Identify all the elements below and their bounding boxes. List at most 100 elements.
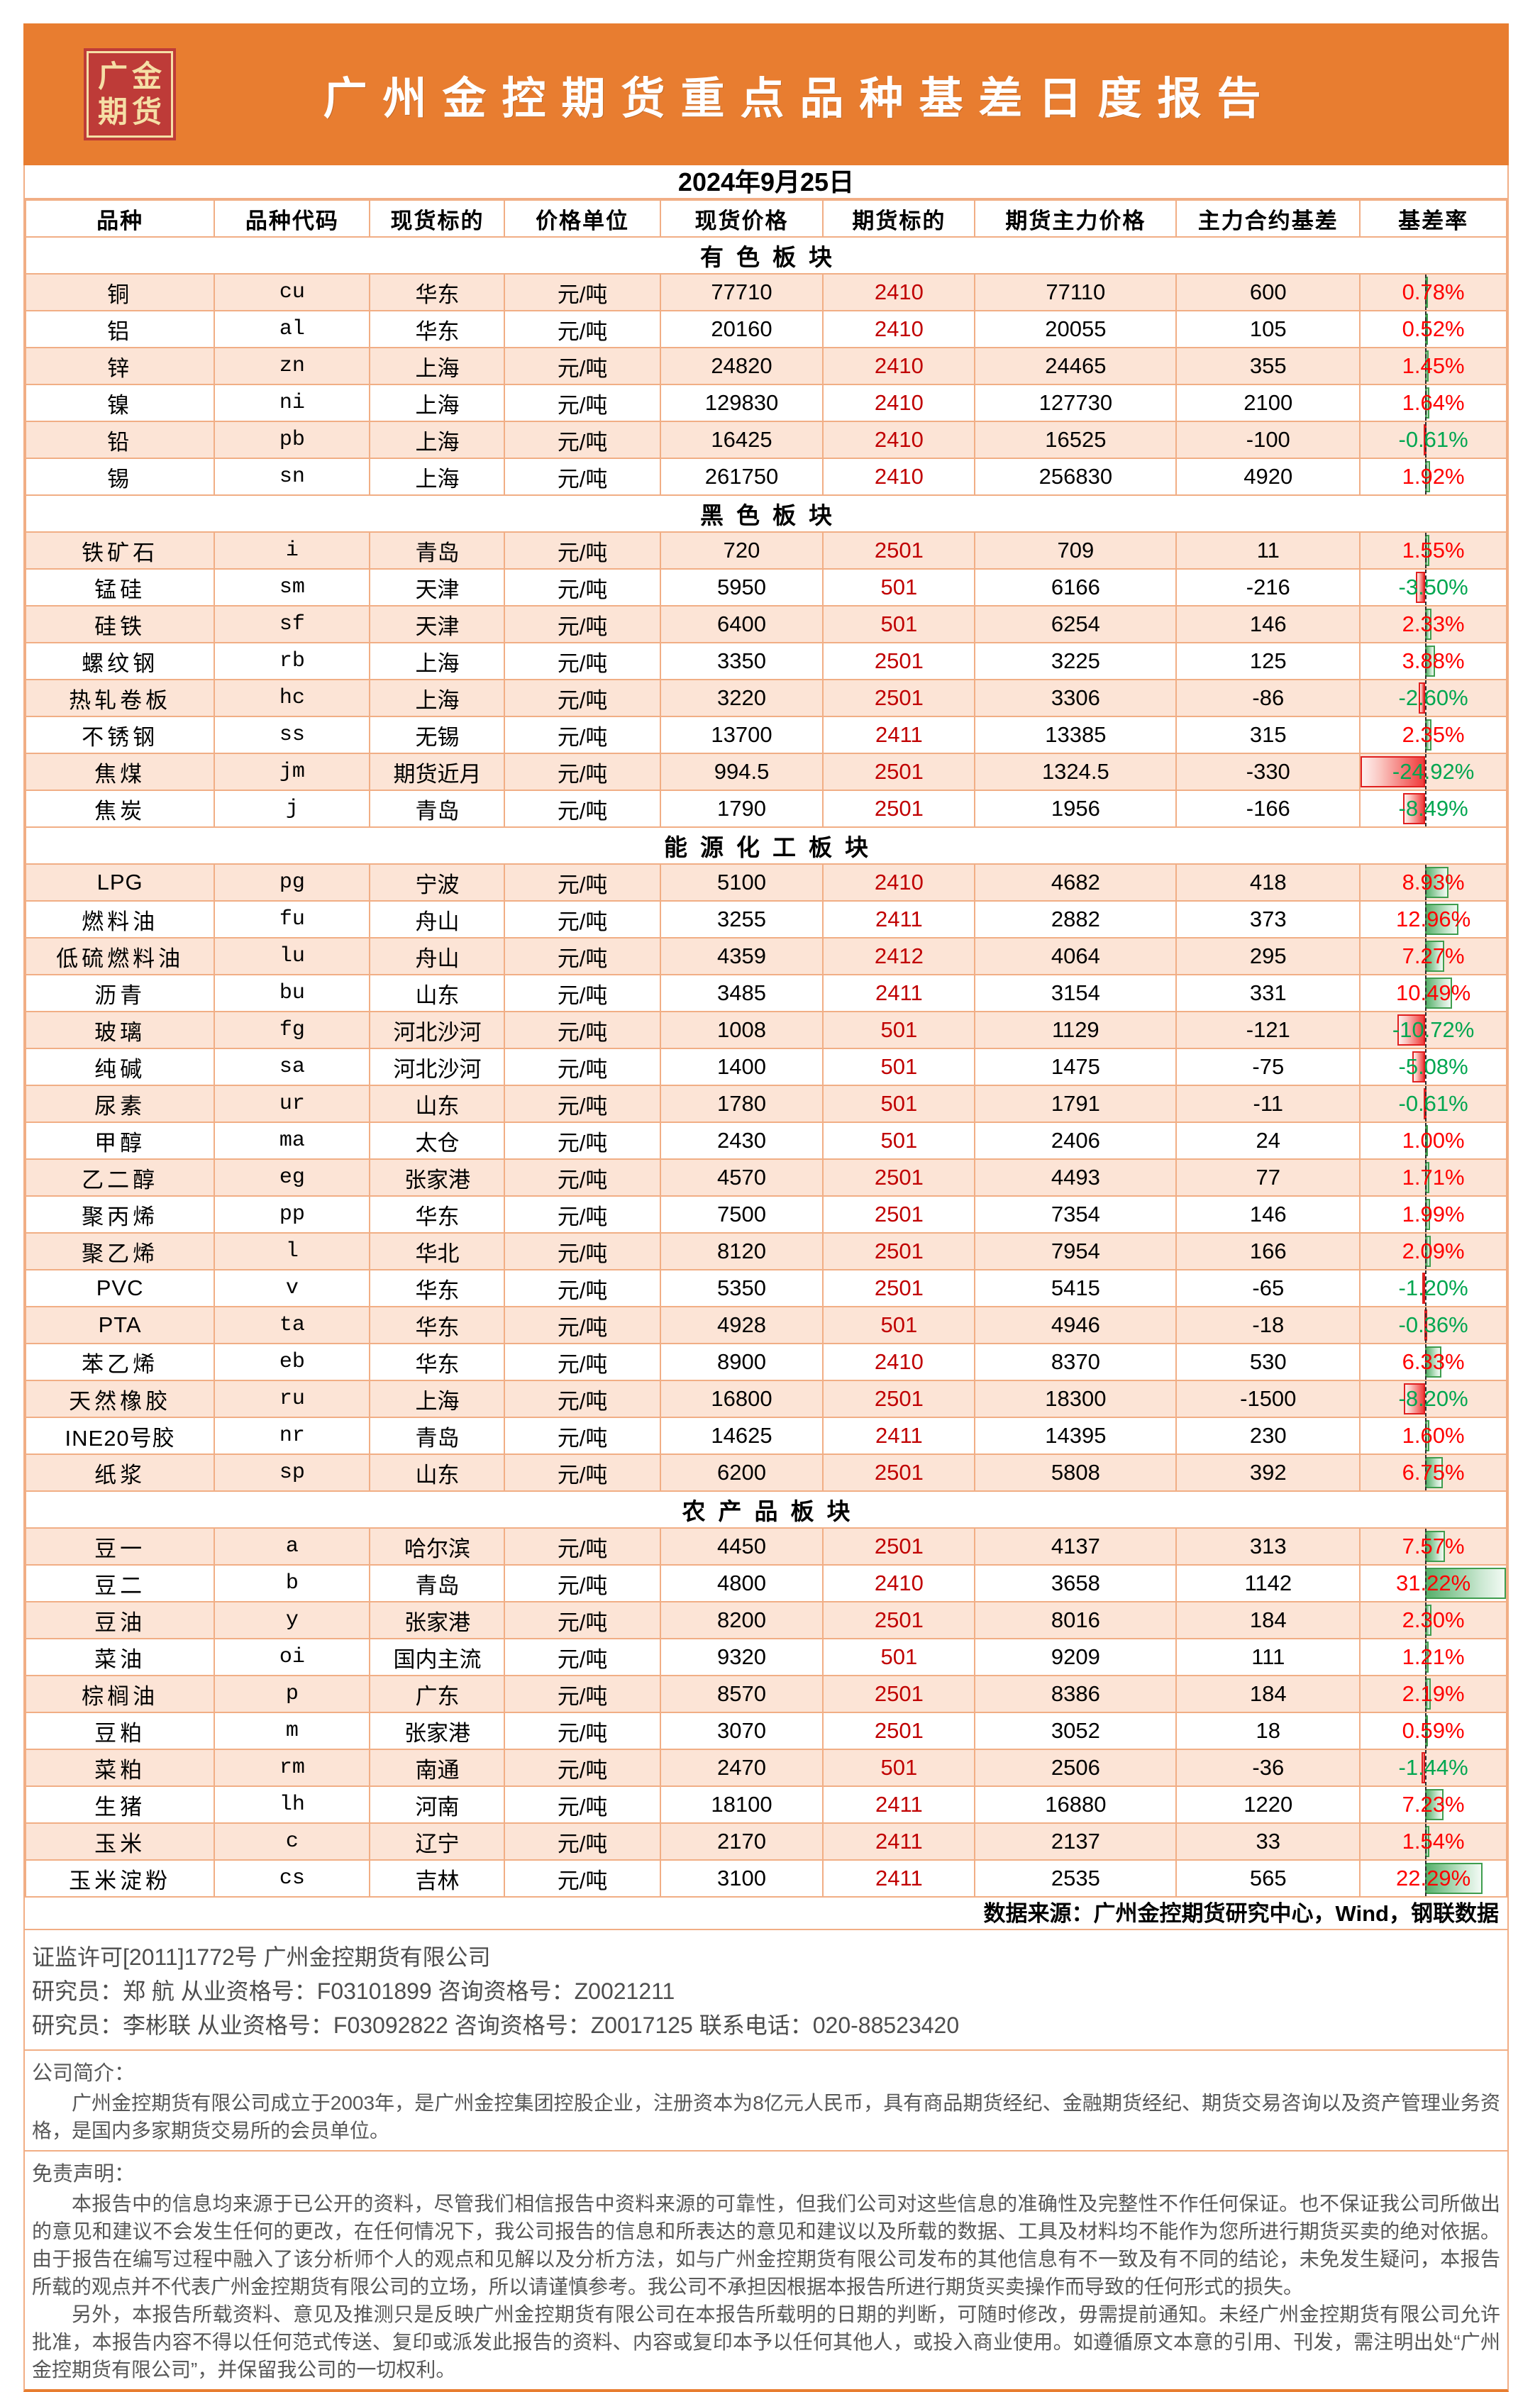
basis-rate-bar: [1422, 1273, 1426, 1304]
table-row: 苯乙烯 eb 华东 元/吨 8900 2410 8370 530 6.33%: [24, 1343, 1507, 1381]
basis-rate-value: 6.75%: [1402, 1460, 1465, 1485]
basis-rate-cell: 1.21%: [1359, 1638, 1507, 1676]
column-header-3: 价格单位: [504, 199, 661, 238]
basis-rate-value: 10.49%: [1396, 980, 1471, 1005]
basis-rate-value: -3.50%: [1398, 575, 1468, 599]
spot-target-cell: 辽宁: [369, 1822, 506, 1861]
commodity-code-cell: sm: [214, 568, 371, 607]
spot-target-cell: 山东: [369, 1454, 506, 1492]
basis-rate-value: 1.45%: [1402, 353, 1465, 378]
price-unit-cell: 元/吨: [504, 347, 661, 385]
commodity-code-cell: hc: [214, 679, 371, 717]
column-header-4: 现货价格: [659, 199, 824, 238]
commodity-code-cell: v: [214, 1269, 371, 1307]
table-row: 锡 sn 上海 元/吨 261750 2410 256830 4920 1.92%: [24, 458, 1507, 496]
spot-target-cell: 山东: [369, 1085, 506, 1123]
spot-price-cell: 24820: [659, 347, 824, 385]
commodity-name-cell: 沥青: [24, 974, 216, 1012]
spot-target-cell: 上海: [369, 642, 506, 680]
report-date: 2024年9月25日: [25, 165, 1507, 199]
basis-rate-cell: -0.36%: [1359, 1306, 1507, 1344]
futures-price-cell: 8386: [974, 1675, 1178, 1713]
futures-contract-cell: 2411: [822, 716, 976, 754]
commodity-name-cell: 乙二醇: [24, 1158, 216, 1197]
basis-rate-cell: -24.92%: [1359, 753, 1507, 791]
price-unit-cell: 元/吨: [504, 863, 661, 902]
table-row: 天然橡胶 ru 上海 元/吨 16800 2501 18300 -1500 -8.20%: [24, 1380, 1507, 1418]
spot-target-cell: 华东: [369, 1306, 506, 1344]
spot-target-cell: 广东: [369, 1675, 506, 1713]
basis-rate-cell: -2.60%: [1359, 679, 1507, 717]
table-row: 低硫燃料油 lu 舟山 元/吨 4359 2412 4064 295 7.27%: [24, 937, 1507, 975]
price-unit-cell: 元/吨: [504, 531, 661, 570]
price-unit-cell: 元/吨: [504, 1417, 661, 1455]
commodity-name-cell: 豆一: [24, 1527, 216, 1566]
commodity-name-cell: LPG: [24, 863, 216, 902]
basis-rate-cell: -3.50%: [1359, 568, 1507, 607]
basis-rate-axis: [1425, 976, 1427, 1010]
commodity-name-cell: 锌: [24, 347, 216, 385]
basis-rate-value: 0.78%: [1402, 279, 1465, 304]
futures-contract-cell: 2411: [822, 1822, 976, 1861]
table-row: 锌 zn 上海 元/吨 24820 2410 24465 355 1.45%: [24, 347, 1507, 385]
futures-contract-cell: 2410: [822, 1343, 976, 1381]
futures-price-cell: 709: [974, 531, 1178, 570]
futures-contract-cell: 2501: [822, 1380, 976, 1418]
spot-target-cell: 张家港: [369, 1158, 506, 1197]
column-header-5: 期货标的: [822, 199, 976, 238]
spot-target-cell: 青岛: [369, 1417, 506, 1455]
spot-price-cell: 1008: [659, 1011, 824, 1049]
basis-rate-bar: [1361, 756, 1426, 787]
spot-target-cell: 上海: [369, 384, 506, 422]
spot-target-cell: 华东: [369, 1343, 506, 1381]
commodity-name-cell: 尿素: [24, 1085, 216, 1123]
commodity-code-cell: sp: [214, 1454, 371, 1492]
spot-target-cell: 天津: [369, 568, 506, 607]
futures-price-cell: 4137: [974, 1527, 1178, 1566]
basis-rate-value: 1.99%: [1402, 1202, 1465, 1227]
basis-rate-cell: -0.61%: [1359, 421, 1507, 459]
spot-price-cell: 3220: [659, 679, 824, 717]
basis-rate-value: -0.61%: [1398, 427, 1468, 452]
futures-price-cell: 6166: [974, 568, 1178, 607]
table-row: 豆油 y 张家港 元/吨 8200 2501 8016 184 2.30%: [24, 1601, 1507, 1639]
basis-cell: 146: [1175, 605, 1361, 643]
table-row: LPG pg 宁波 元/吨 5100 2410 4682 418 8.93%: [24, 863, 1507, 902]
commodity-code-cell: sn: [214, 458, 371, 496]
table-row: 菜粕 rm 南通 元/吨 2470 501 2506 -36 -1.44%: [24, 1749, 1507, 1787]
basis-cell: -1500: [1175, 1380, 1361, 1418]
commodity-code-cell: eg: [214, 1158, 371, 1197]
spot-target-cell: 期货近月: [369, 753, 506, 791]
spot-price-cell: 3350: [659, 642, 824, 680]
spot-price-cell: 4928: [659, 1306, 824, 1344]
price-unit-cell: 元/吨: [504, 1675, 661, 1713]
commodity-code-cell: l: [214, 1232, 371, 1270]
section-title: 有色板块: [25, 236, 1507, 275]
commodity-name-cell: 低硫燃料油: [24, 937, 216, 975]
basis-table: 品种 品种代码 现货标的 价格单位 现货价格 期货标的 期货主力价格 主力合约基差 基差率 有色…: [24, 199, 1507, 1898]
basis-cell: 392: [1175, 1454, 1361, 1492]
company-logo: 广金 期货: [84, 48, 176, 140]
futures-contract-cell: 2501: [822, 679, 976, 717]
spot-target-cell: 青岛: [369, 531, 506, 570]
basis-rate-cell: 2.19%: [1359, 1675, 1507, 1713]
commodity-name-cell: 菜油: [24, 1638, 216, 1676]
basis-rate-cell: 1.92%: [1359, 458, 1507, 496]
basis-rate-bar: [1403, 793, 1426, 824]
section-title: 黑色板块: [25, 494, 1507, 533]
spot-price-cell: 4450: [659, 1527, 824, 1566]
commodity-name-cell: 硅铁: [24, 605, 216, 643]
basis-rate-bar: [1418, 682, 1426, 714]
license-line: 证监许可[2011]1772号 广州金控期货有限公司: [32, 1944, 491, 1970]
table-row: 铅 pb 上海 元/吨 16425 2410 16525 -100 -0.61%: [24, 421, 1507, 459]
futures-contract-cell: 2412: [822, 937, 976, 975]
spot-target-cell: 河北沙河: [369, 1011, 506, 1049]
basis-rate-value: 1.60%: [1402, 1423, 1465, 1448]
price-unit-cell: 元/吨: [504, 1601, 661, 1639]
spot-target-cell: 上海: [369, 679, 506, 717]
table-row: 聚丙烯 pp 华东 元/吨 7500 2501 7354 146 1.99%: [24, 1195, 1507, 1234]
futures-price-cell: 2137: [974, 1822, 1178, 1861]
table-row: 沥青 bu 山东 元/吨 3485 2411 3154 331 10.49%: [24, 974, 1507, 1012]
futures-contract-cell: 2410: [822, 273, 976, 311]
basis-rate-axis: [1425, 1566, 1427, 1600]
